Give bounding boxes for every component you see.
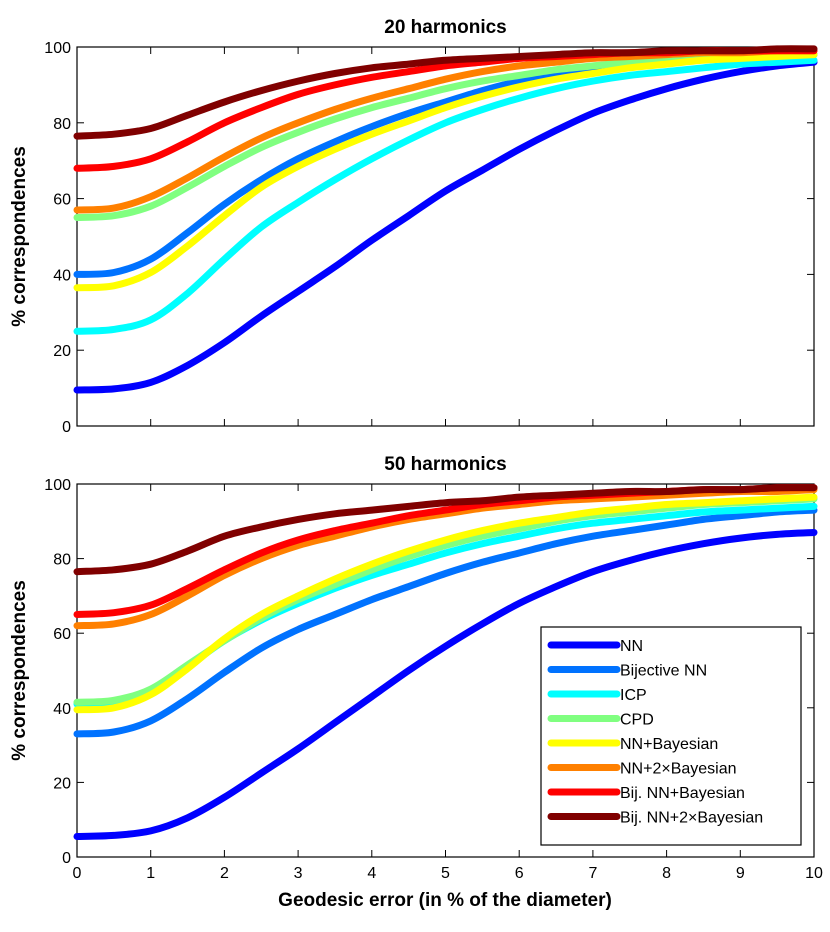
chart-20-harmonics: 20 harmonics % correspondences 0 20 40 60 80 10… xyxy=(9,17,818,436)
series-line-icp xyxy=(73,56,818,335)
chart-50-harmonics: 50 harmonics% correspondences02040608010… xyxy=(9,454,823,882)
legend-label: NN+Bayesian xyxy=(620,736,718,753)
x-tick-label: 2 xyxy=(220,865,229,882)
legend-label: ICP xyxy=(620,687,647,704)
legend-label: NN xyxy=(620,638,643,655)
series-line-bijective-nn xyxy=(73,506,818,738)
legend-item-nn: NN xyxy=(547,638,643,655)
legend-label: Bij. NN+Bayesian xyxy=(620,785,745,802)
legend-item-bijective-nn: Bijective NN xyxy=(547,663,707,680)
y-tick-label: 20 xyxy=(53,775,71,792)
legend-item-nn-bayesian: NN+Bayesian xyxy=(547,736,718,753)
series-line-nn-bayesian xyxy=(73,51,818,292)
y-tick-label: 60 xyxy=(53,626,71,643)
series-line-bij-nn-2xbayesian xyxy=(73,484,818,576)
x-tick-label: 3 xyxy=(294,865,303,882)
legend-item-bij-nn-bayesian: Bij. NN+Bayesian xyxy=(547,785,745,802)
y-tick-label: 100 xyxy=(44,40,71,57)
y-axis-label: % correspondences xyxy=(9,146,30,327)
x-tick-label: 6 xyxy=(515,865,524,882)
series-line-nn-bayesian xyxy=(73,493,818,714)
chart-title: 50 harmonics xyxy=(384,454,507,475)
series-line-bij-nn-2xbayesian xyxy=(73,45,818,140)
y-tick-label: 80 xyxy=(53,552,71,569)
x-tick-label: 0 xyxy=(73,865,82,882)
x-tick-label: 1 xyxy=(146,865,155,882)
y-tick-label: 20 xyxy=(53,343,71,360)
legend-item-icp: ICP xyxy=(547,687,647,704)
y-tick-label: 60 xyxy=(53,192,71,209)
y-tick-label: 100 xyxy=(44,477,71,494)
x-tick-label: 4 xyxy=(367,865,376,882)
y-axis-label: % correspondences xyxy=(9,580,30,761)
legend-item-bij-nn-2xbayesian: Bij. NN+2×Bayesian xyxy=(547,810,763,827)
legend-item-nn-2xbayesian: NN+2×Bayesian xyxy=(547,761,737,778)
x-tick-label: 10 xyxy=(805,865,823,882)
x-tick-label: 7 xyxy=(588,865,597,882)
legend-box xyxy=(540,626,802,846)
y-tick-label: 0 xyxy=(62,850,71,867)
y-tick-label: 40 xyxy=(53,267,71,284)
series-line-nn-2xbayesian xyxy=(73,486,818,630)
legend: NN Bijective NN ICP CPD NN+Bayesian NN+2×Baye… xyxy=(540,626,802,846)
y-tick-label: 80 xyxy=(53,116,71,133)
x-tick-label: 9 xyxy=(736,865,745,882)
y-tick-label: 40 xyxy=(53,701,71,718)
legend-label: Bijective NN xyxy=(620,663,707,680)
chart-title: 20 harmonics xyxy=(384,17,507,38)
legend-item-cpd: CPD xyxy=(547,712,654,729)
x-axis-label: Geodesic error (in % of the diameter) xyxy=(278,890,612,911)
legend-label: Bij. NN+2×Bayesian xyxy=(620,810,763,827)
x-tick-label: 8 xyxy=(662,865,671,882)
series-line-nn xyxy=(73,529,818,840)
y-tick-label: 0 xyxy=(62,419,71,436)
legend-label: NN+2×Bayesian xyxy=(620,761,737,778)
series-line-nn xyxy=(73,58,818,394)
legend-label: CPD xyxy=(620,712,654,729)
x-tick-label: 5 xyxy=(441,865,450,882)
